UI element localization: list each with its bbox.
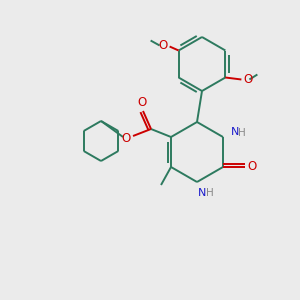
Text: O: O: [137, 95, 147, 109]
Text: N: N: [198, 188, 206, 198]
Text: H: H: [238, 128, 246, 138]
Text: O: O: [244, 73, 253, 86]
Text: O: O: [122, 131, 130, 145]
Text: N: N: [231, 127, 239, 137]
Text: H: H: [206, 188, 214, 198]
Text: O: O: [248, 160, 256, 173]
Text: O: O: [158, 39, 167, 52]
